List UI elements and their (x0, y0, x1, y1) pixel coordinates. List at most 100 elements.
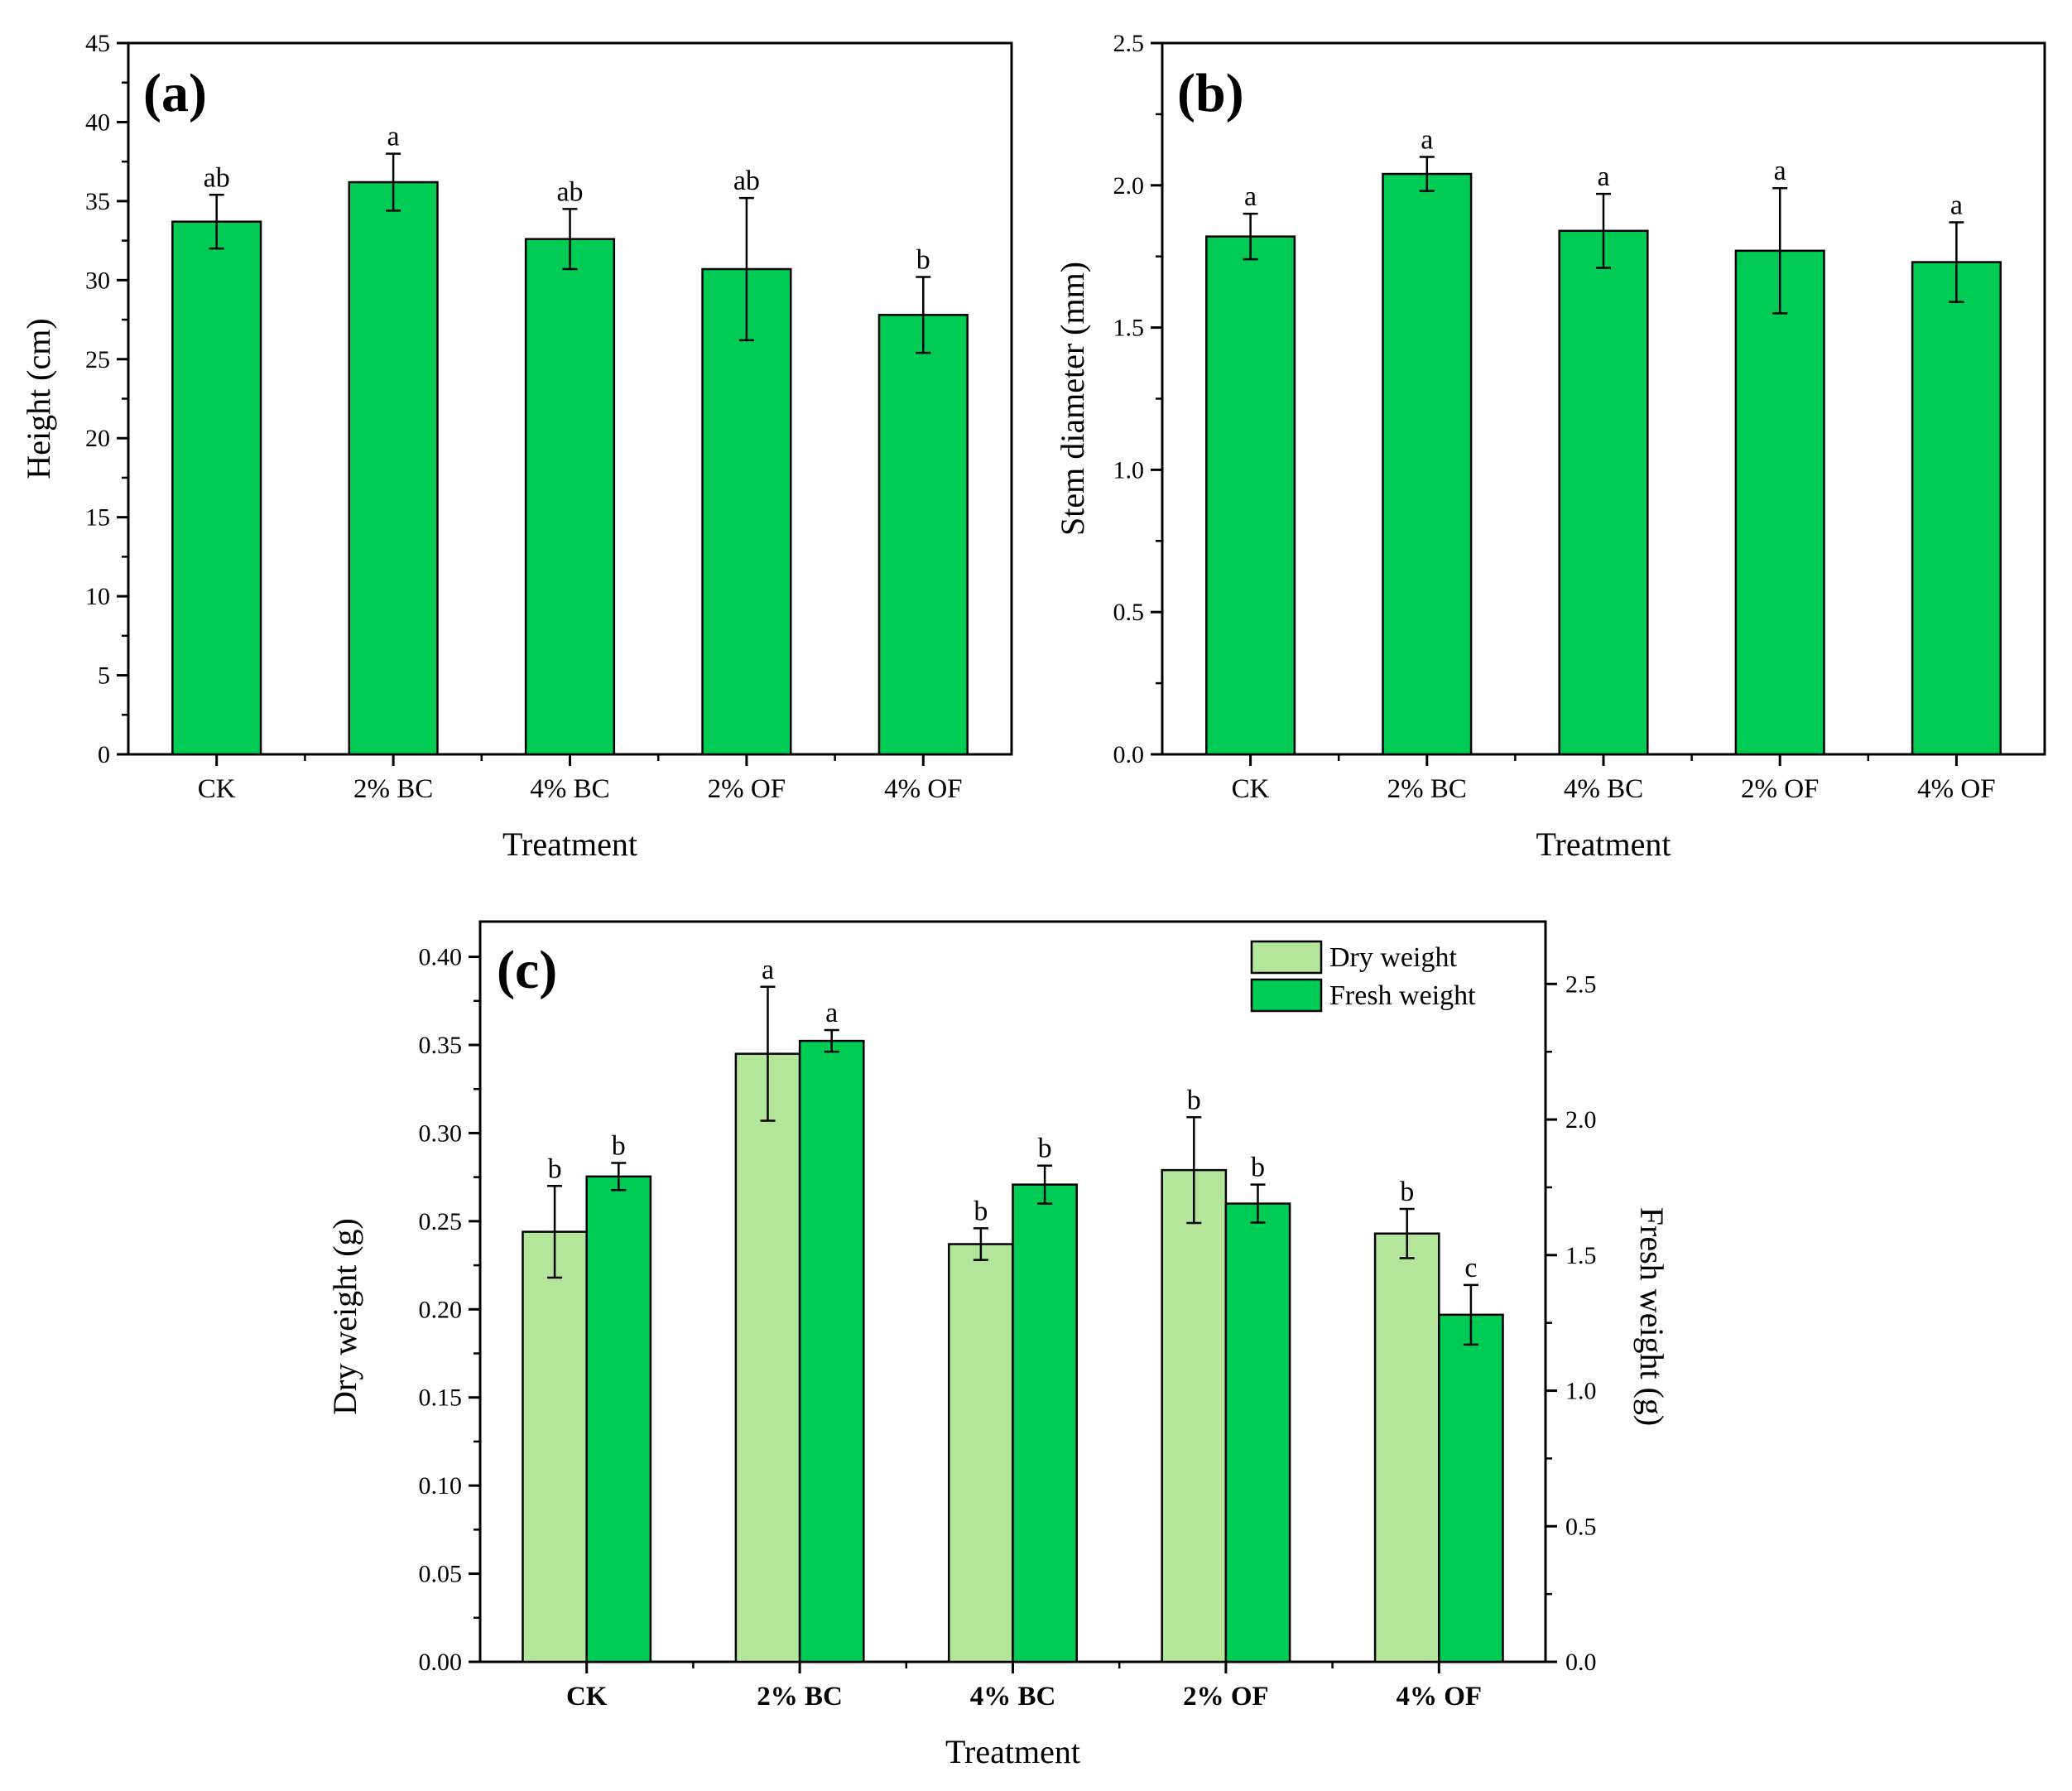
panel-b-y-tick-label: 1.0 (1113, 456, 1145, 484)
panel-c-bar-fresh (585, 1175, 652, 1663)
panel-c-y-tick-label: 0.30 (419, 1119, 463, 1147)
panel-b-x-tick-label: 4% OF (1917, 774, 1995, 804)
panel-b-x-tick-label: 2% BC (1387, 774, 1467, 804)
panel-b-significance-label: a (1421, 124, 1433, 155)
panel-b-significance-label: a (1774, 156, 1786, 186)
panel-c-bar-dry (522, 1230, 588, 1663)
panel-a-y-tick-label: 40 (85, 108, 110, 136)
panel-b-bar (1734, 249, 1825, 756)
panel-c-bar-dry (1161, 1168, 1228, 1663)
panel-b-x-axis-title: Treatment (1536, 826, 1671, 863)
panel-c-significance-label: b (548, 1153, 562, 1184)
panel-a-bar (348, 181, 439, 756)
panel-b-y-tick-label: 0.5 (1113, 599, 1145, 626)
panel-b-y-tick-label: 0.0 (1113, 741, 1145, 768)
panel-a-x-axis-title: Treatment (502, 826, 637, 863)
panel-c-y2-tick-label: 1.5 (1565, 1242, 1597, 1269)
panel-a-x-tick-label: 2% OF (708, 774, 786, 804)
panel-a-significance-label: a (387, 122, 400, 152)
panel-c-significance-label: a (762, 955, 774, 985)
panel-c-significance-label: b (1187, 1085, 1201, 1115)
panel-c-bar-dry (1373, 1232, 1440, 1663)
panel-c-y2-tick-label: 2.0 (1565, 1106, 1597, 1134)
panel-a-y-tick-label: 25 (85, 346, 110, 373)
panel-c-y-tick-label: 0.05 (419, 1561, 463, 1588)
panel-c-bar-dry (734, 1052, 801, 1663)
panel-a-x-tick-label: CK (198, 774, 236, 804)
panel-c-x-axis-title: Treatment (945, 1733, 1080, 1770)
panel-b-significance-label: a (1950, 190, 1963, 220)
panel-c-significance-label: b (974, 1196, 988, 1226)
panel-b-significance-label: a (1597, 161, 1609, 192)
panel-b-y-axis-title: Stem diameter (mm) (1054, 262, 1091, 536)
legend-swatch-dry (1250, 940, 1323, 975)
panel-b-bar (1911, 261, 2002, 756)
panel-b-bar (1382, 172, 1473, 756)
panel-a-significance-label: b (916, 245, 930, 276)
panel-a-significance-label: ab (733, 166, 760, 196)
panel-a-significance-label: ab (556, 176, 583, 207)
panel-b-stem-diameter-chart: 0.0 0.5 1.0 1.5 2.0 2.5 CK 2% BC 4% BC 2% OF 4% OF… (1054, 30, 2046, 863)
panel-b-significance-label: a (1244, 181, 1257, 212)
panel-a-bar (701, 267, 792, 756)
panel-a-y-tick-label: 20 (85, 425, 110, 452)
panel-c-x-tick-label: CK (566, 1682, 608, 1712)
panel-c-y-tick-label: 0.10 (419, 1472, 463, 1500)
panel-a-height-chart: 0 5 10 15 20 25 30 35 40 45 CK 2% BC 4% BC 2% OF 4% OF… (20, 30, 1013, 863)
panel-b-bar (1205, 235, 1296, 756)
panel-a-y-tick-label: 15 (85, 504, 110, 532)
panel-c-y-axis-title: Dry weight (g) (326, 1218, 363, 1415)
panel-c-significance-label: b (612, 1130, 626, 1161)
panel-c-x-tick-label: 4% BC (970, 1682, 1056, 1712)
panel-b-x-tick-label: 2% OF (1741, 774, 1819, 804)
panel-c-significance-label: b (1400, 1177, 1414, 1207)
panel-a-bar (877, 314, 969, 756)
panel-a-y-tick-label: 5 (98, 662, 110, 690)
legend-swatch-fresh (1250, 978, 1323, 1013)
panel-a-x-tick-label: 4% BC (530, 774, 609, 804)
panel-b-y-tick-label: 2.0 (1113, 172, 1145, 200)
panel-a-significance-label: ab (204, 162, 230, 193)
panel-a-panel-label: (a) (143, 63, 207, 123)
panel-a-x-tick-label: 2% BC (353, 774, 433, 804)
panel-c-bar-fresh (1012, 1183, 1078, 1663)
panel-c-significance-label: b (1251, 1153, 1265, 1183)
panel-b-bar (1558, 229, 1649, 756)
panel-c-significance-label: b (1038, 1134, 1052, 1164)
panel-a-y-tick-label: 30 (85, 267, 110, 294)
panel-c-y2-tick-label: 2.5 (1565, 970, 1597, 998)
panel-c-x-tick-label: 2% BC (757, 1682, 843, 1712)
panel-c-bar-fresh (1224, 1202, 1291, 1663)
panel-a-bar (524, 238, 616, 756)
panel-b-x-tick-label: 4% BC (1564, 774, 1643, 804)
panel-a-y-tick-label: 45 (85, 30, 110, 57)
panel-c-y2-tick-label: 1.0 (1565, 1378, 1597, 1405)
panel-a-y-tick-label: 0 (98, 741, 110, 768)
panel-b-y-tick-label: 1.5 (1113, 315, 1145, 342)
panel-c-y-tick-label: 0.25 (419, 1208, 463, 1235)
panel-c-y-tick-label: 0.20 (419, 1296, 463, 1323)
panel-c-y-tick-label: 0.15 (419, 1384, 463, 1412)
legend-label-dry: Dry weight (1329, 942, 1457, 973)
panel-a-bar (171, 220, 262, 756)
panel-c-y2-tick-label: 0.0 (1565, 1649, 1597, 1676)
panel-c-y2-tick-label: 0.5 (1565, 1513, 1597, 1540)
panel-a-x-tick-label: 4% OF (884, 774, 962, 804)
panel-c-panel-label: (c) (497, 940, 557, 1000)
panel-c-weight-chart: 0.00 0.05 0.10 0.15 0.20 0.25 0.30 0.35 0.40 0.0 0… (326, 920, 1671, 1770)
panel-c-y-tick-label: 0.00 (419, 1649, 463, 1676)
panel-c-bar-dry (948, 1243, 1014, 1663)
panel-b-y-tick-label: 2.5 (1113, 30, 1145, 57)
panel-a-y-tick-label: 35 (85, 188, 110, 215)
panel-c-y-tick-label: 0.40 (419, 944, 463, 971)
panel-c-x-tick-label: 2% OF (1183, 1682, 1269, 1712)
panel-c-x-tick-label: 4% OF (1397, 1682, 1483, 1712)
legend-label-fresh: Fresh weight (1329, 980, 1476, 1011)
legend: Dry weight Fresh weight (1250, 940, 1476, 1013)
panel-c-y-tick-label: 0.35 (419, 1032, 463, 1059)
panel-c-significance-label: c (1464, 1253, 1477, 1283)
panel-c-bar-fresh (798, 1039, 865, 1663)
panel-a-y-axis-title: Height (cm) (20, 318, 57, 479)
panel-c-y2-axis-title: Fresh weight (g) (1633, 1207, 1671, 1426)
